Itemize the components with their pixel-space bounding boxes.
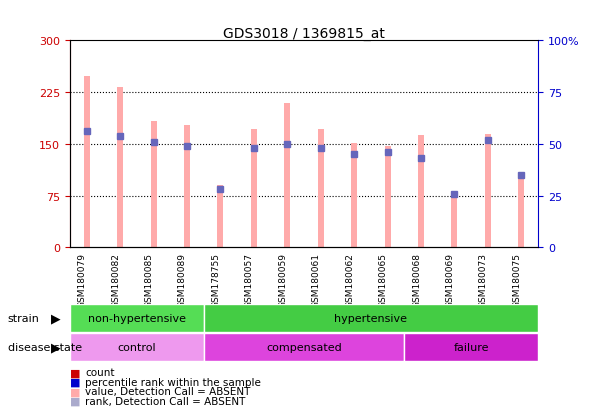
Bar	[204, 304, 538, 332]
Bar	[385, 147, 390, 248]
Bar	[519, 176, 524, 248]
Text: GDS3018 / 1369815_at: GDS3018 / 1369815_at	[223, 27, 385, 41]
Text: failure: failure	[454, 342, 489, 352]
Text: GSM178755: GSM178755	[212, 252, 220, 307]
Text: GSM180062: GSM180062	[345, 252, 354, 307]
Bar	[117, 88, 123, 248]
Bar	[218, 186, 223, 248]
Bar	[151, 122, 156, 248]
Text: count: count	[85, 368, 115, 377]
Text: ■: ■	[70, 396, 80, 406]
Text: value, Detection Call = ABSENT: value, Detection Call = ABSENT	[85, 387, 250, 396]
Text: GSM180068: GSM180068	[412, 252, 421, 307]
Text: GSM180085: GSM180085	[145, 252, 153, 307]
Text: compensated: compensated	[266, 342, 342, 352]
Text: GSM180089: GSM180089	[178, 252, 187, 307]
Text: percentile rank within the sample: percentile rank within the sample	[85, 377, 261, 387]
Text: ■: ■	[70, 387, 80, 396]
Text: ▶: ▶	[51, 312, 61, 325]
Text: control: control	[117, 342, 156, 352]
Text: GSM180079: GSM180079	[78, 252, 86, 307]
Bar	[204, 333, 404, 361]
Text: GSM180057: GSM180057	[245, 252, 254, 307]
Text: strain: strain	[8, 313, 40, 323]
Text: ■: ■	[70, 377, 80, 387]
Text: hypertensive: hypertensive	[334, 313, 407, 323]
Bar	[485, 134, 491, 248]
Text: disease state: disease state	[8, 342, 82, 352]
Text: GSM180082: GSM180082	[111, 252, 120, 307]
Bar	[251, 129, 257, 248]
Text: GSM180059: GSM180059	[278, 252, 287, 307]
Bar	[70, 304, 204, 332]
Bar	[84, 77, 89, 248]
Text: ▶: ▶	[51, 341, 61, 354]
Bar	[285, 103, 290, 248]
Text: GSM180073: GSM180073	[479, 252, 488, 307]
Text: GSM180065: GSM180065	[379, 252, 388, 307]
Text: non-hypertensive: non-hypertensive	[88, 313, 186, 323]
Text: GSM180061: GSM180061	[312, 252, 321, 307]
Bar	[452, 195, 457, 248]
Bar	[404, 333, 538, 361]
Text: ■: ■	[70, 368, 80, 377]
Bar	[351, 143, 357, 248]
Text: GSM180069: GSM180069	[446, 252, 454, 307]
Text: GSM180075: GSM180075	[513, 252, 521, 307]
Bar	[418, 135, 424, 248]
Text: rank, Detection Call = ABSENT: rank, Detection Call = ABSENT	[85, 396, 246, 406]
Bar	[184, 125, 190, 248]
Bar	[70, 333, 204, 361]
Bar	[318, 129, 323, 248]
